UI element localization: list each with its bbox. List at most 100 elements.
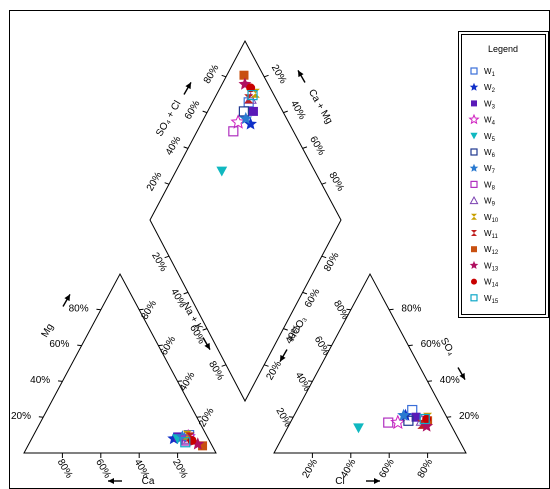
cation-left-tick-mark [38, 416, 44, 418]
legend-title: Legend [488, 44, 518, 54]
legend-label-subscript: 5 [492, 137, 496, 143]
legend-label-w9: W9 [484, 197, 496, 208]
legend-label-subscript: 14 [492, 283, 499, 289]
anion-left-tick-mark [327, 344, 332, 347]
cation-ca-label: Ca [108, 476, 155, 487]
anion-right-tick-mark [427, 380, 433, 382]
cation-right-tick-mark [158, 344, 163, 347]
anion-point-w13 [420, 419, 434, 432]
diamond-lower-right-tick-mark [321, 255, 327, 259]
cation-left-tick-label: 80% [69, 303, 89, 314]
anion-right-tick-mark [389, 308, 394, 311]
anion-cl-label: Cl [335, 476, 380, 487]
legend-inner-box [461, 34, 546, 315]
legend-item-w6: W6 [470, 148, 496, 159]
legend-label-subscript: 4 [492, 121, 496, 127]
legend-label-w13: W13 [484, 261, 499, 272]
diamond-upper-left-tick-mark [221, 74, 227, 78]
diamond-point-w15 [247, 90, 258, 101]
diamond-point-w11 [244, 94, 254, 104]
anion-point-w5 [353, 423, 364, 434]
anion-right-tick-label: 40% [440, 375, 460, 386]
tick-layer: 80% 60% 40% 20%20%40%60%80%20%40%60%80%20% 4… [11, 63, 479, 480]
diamond-point-w2 [244, 117, 257, 130]
anion-cl-label-arrowhead [374, 478, 380, 484]
diamond-lower-right-tick-mark [283, 328, 288, 331]
cation-left-tick-mark [77, 344, 82, 347]
diamond-point-w8 [228, 126, 239, 137]
anion-right-tick-mark [408, 344, 413, 347]
diamond-nak-label-arrowhead [204, 342, 210, 350]
legend-marker-w13 [469, 260, 479, 269]
diamond-lower-right-tick-mark [264, 364, 269, 367]
diamond-field [149, 39, 342, 403]
legend-marker-w15 [470, 294, 478, 302]
anion-so4-label-arrowhead [459, 372, 465, 380]
diamond-lower-right-tick-label: 20% [264, 359, 284, 382]
legend-label-w14: W14 [484, 278, 499, 289]
legend-marker-w8 [470, 180, 478, 188]
legend-label-subscript: 3 [492, 104, 496, 110]
anion-point-w15 [419, 413, 430, 425]
legend-marker-w4 [468, 113, 480, 125]
legend-label-w12: W12 [484, 245, 499, 256]
legend-item-w3: W3 [471, 99, 496, 110]
anion-cl-label-text: Cl [335, 476, 344, 487]
legend-item-w9: W9 [469, 195, 496, 208]
anion-point-w7 [397, 408, 410, 421]
legend-label-w5: W5 [484, 132, 496, 143]
legend-marker-w14 [471, 278, 477, 285]
legend-label-w4: W4 [484, 116, 496, 127]
legend-marker-w6 [470, 148, 478, 156]
diamond-upper-left-tick-label: 20% [145, 170, 165, 193]
legend-item-w5: W5 [470, 132, 496, 143]
diamond-hco3-label-arrowhead [280, 354, 286, 362]
legend-label-w7: W7 [484, 164, 496, 175]
legend-marker-w11 [471, 230, 477, 236]
diamond-upper-left-tick-label: 80% [202, 63, 222, 86]
anion-left-tick-mark [307, 380, 313, 382]
legend-item-w11: W11 [471, 229, 498, 240]
legend-marker-w7 [469, 163, 479, 172]
legend-label-subscript: 1 [492, 72, 496, 78]
cation-right-tick-label: 40% [178, 370, 198, 393]
legend-items: W1 W2 W3 W4 W5 W6 W7 W8 W9 W10 W11 W12 W13 W14 W15 [468, 67, 499, 305]
legend-label-subscript: 15 [492, 299, 499, 305]
diamond-upper-left-tick-label: 60% [183, 99, 203, 122]
legend-item-w4: W4 [468, 113, 496, 127]
cation-point-w15 [180, 437, 191, 448]
diamond-upper-left-tick-mark [164, 182, 170, 185]
legend-marker-w2 [469, 82, 479, 91]
diamond-upper-right-tick-label: 60% [307, 135, 327, 158]
diamond-point-w7 [239, 111, 253, 125]
anion-right-tick-mark [446, 416, 452, 418]
diamond-lower-right-tick-label: 80% [322, 251, 342, 274]
anion-left-tick-label: 80% [331, 299, 351, 322]
legend-label-subscript: 8 [492, 185, 496, 191]
legend-label-w6: W6 [484, 148, 496, 159]
anion-point-w6 [403, 415, 414, 426]
cation-left-tick-label: 20% [11, 411, 31, 422]
cation-ca-label-text: Ca [142, 476, 155, 487]
anion-left-tick-mark [288, 416, 294, 418]
cation-right-tick-mark [177, 380, 183, 382]
diamond-upper-left-tick-label: 40% [164, 134, 184, 157]
legend-label-w8: W8 [484, 180, 496, 191]
legend: Legend W1 W2 W3 W4 W5 W6 W7 W8 W9 W10 W11 W12 W13 W14… [458, 31, 549, 318]
diamond-upper-left-tick-mark [202, 110, 208, 114]
cation-right-tick-label: 80% [139, 299, 159, 322]
legend-label-w2: W2 [484, 83, 496, 94]
diamond-camg-label-text: Ca + Mg [306, 88, 335, 126]
diamond-point-w6 [238, 106, 249, 117]
cation-ca-label-arrowhead [108, 478, 114, 484]
legend-item-w1: W1 [470, 67, 496, 78]
anion-right-tick-label: 80% [401, 303, 421, 314]
diamond-upper-right-tick-mark [283, 110, 288, 114]
legend-box [458, 31, 549, 318]
diamond-so4cl-label-text: SO₄ + Cl [154, 99, 183, 139]
diamond-point-w5 [216, 166, 228, 177]
legend-label-w10: W10 [484, 213, 499, 224]
legend-label-subscript: 12 [492, 250, 499, 256]
legend-label-w15: W15 [484, 294, 499, 305]
